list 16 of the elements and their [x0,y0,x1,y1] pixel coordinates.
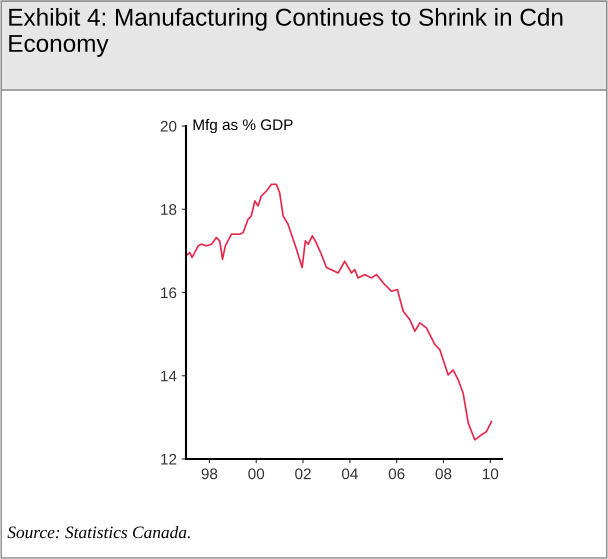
y-tick-label: 14 [161,370,177,382]
x-tick-label: 08 [436,468,452,480]
line-series [186,183,492,441]
y-tick-label: 18 [161,204,176,215]
x-tick-label: 06 [388,468,404,480]
x-tick-label: 00 [248,468,264,480]
source-note: Source: Statistics Canada. [8,526,190,538]
x-tick-label: 04 [342,468,358,480]
y-tick-label: 16 [161,287,176,298]
chart-title: Exhibit 4: Manufacturing Continues to Shrink in Cdn Economy [9,8,562,57]
x-tick-label: 98 [202,468,218,480]
y-tick-label: 20 [160,120,176,132]
x-tick-label: 02 [295,468,311,480]
y-axis-title: Mfg as % GDP [194,118,293,134]
y-tick-label: 12 [161,454,176,465]
x-tick-label: 10 [482,468,498,480]
